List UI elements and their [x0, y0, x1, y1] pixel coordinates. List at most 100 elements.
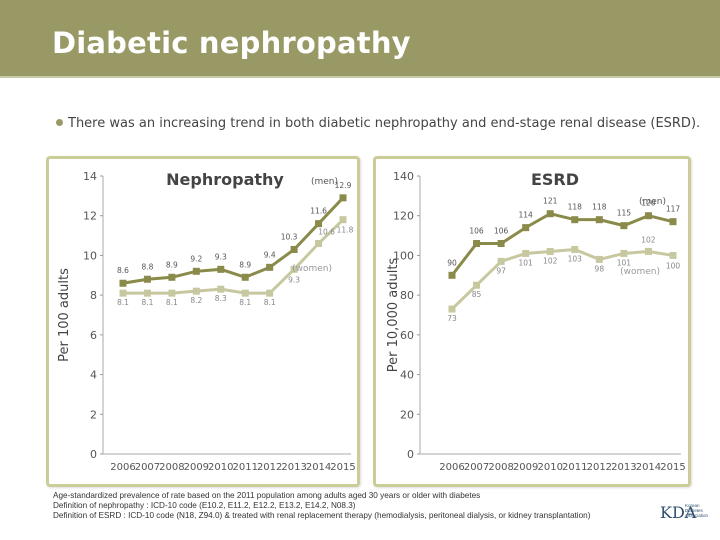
- y-tick-label: 80: [400, 289, 414, 302]
- y-tick-label: 2: [90, 408, 97, 421]
- data-label-men: 117: [666, 205, 681, 214]
- data-label-men: 90: [447, 258, 457, 267]
- data-label-men: 10.3: [281, 232, 298, 241]
- data-point-men: [119, 279, 127, 287]
- series-line-women: [123, 218, 345, 295]
- data-label-women: 8.3: [215, 294, 227, 303]
- data-label-men: 115: [617, 209, 632, 218]
- data-label-women: 8.1: [239, 298, 251, 307]
- page-title: Diabetic nephropathy: [52, 26, 411, 60]
- data-label-women: 102: [641, 235, 656, 244]
- data-point-men: [497, 240, 505, 248]
- data-label-men: 106: [469, 227, 484, 236]
- data-point-men: [192, 267, 200, 275]
- y-tick-label: 12: [83, 210, 97, 223]
- data-point-women: [315, 240, 323, 248]
- y-tick-label: 120: [393, 210, 414, 223]
- chart-title: ESRD: [531, 170, 579, 189]
- data-label-women: 73: [447, 314, 457, 323]
- data-label-men: 9.4: [264, 250, 276, 259]
- x-tick-label: 2006: [110, 462, 135, 473]
- data-point-men: [644, 212, 652, 220]
- x-tick-label: 2012: [587, 462, 612, 473]
- data-label-men: 118: [568, 203, 583, 212]
- data-point-men: [448, 271, 456, 279]
- footnotes: Age-standardized prevalence of rate base…: [53, 491, 613, 521]
- y-tick-label: 140: [393, 170, 414, 183]
- kda-logo-letters: KDA: [660, 503, 697, 522]
- data-label-men: 120: [641, 199, 656, 208]
- x-tick-label: 2007: [464, 462, 489, 473]
- y-tick-label: 0: [90, 448, 97, 461]
- data-label-men: 8.6: [117, 266, 129, 275]
- kda-logo-text-1: Korean: [685, 503, 700, 508]
- y-axis-label: Per 10,000 adults: [386, 258, 401, 373]
- data-label-men: 8.8: [141, 262, 153, 271]
- data-point-men: [266, 263, 274, 271]
- x-tick-label: 2009: [513, 462, 538, 473]
- data-point-men: [669, 218, 677, 226]
- data-point-women: [448, 305, 456, 313]
- data-point-men: [315, 220, 323, 228]
- data-point-men: [290, 245, 298, 253]
- data-point-women: [192, 287, 200, 295]
- data-label-women: 8.1: [117, 298, 129, 307]
- data-label-women: 11.8: [337, 226, 354, 235]
- data-point-women: [571, 245, 579, 253]
- x-tick-label: 2014: [636, 462, 661, 473]
- data-label-men: 121: [543, 197, 558, 206]
- data-point-women: [241, 289, 249, 297]
- legend-men: (men): [311, 177, 338, 187]
- data-label-men: 11.6: [310, 207, 327, 216]
- data-label-men: 8.9: [239, 260, 251, 269]
- data-label-men: 12.9: [335, 181, 352, 190]
- data-label-men: 114: [519, 211, 534, 220]
- data-label-men: 106: [494, 227, 509, 236]
- x-tick-label: 2014: [306, 462, 331, 473]
- chart-0: 0246810121420062007200820092010201120122…: [57, 170, 356, 473]
- title-bar-divider: [0, 76, 720, 78]
- series-line-men: [450, 212, 674, 277]
- data-point-women: [143, 289, 151, 297]
- data-label-women: 9.3: [288, 275, 300, 284]
- data-point-men: [217, 265, 225, 273]
- series-line-women: [450, 247, 674, 311]
- data-point-men: [571, 216, 579, 224]
- esrd-chart-panel: [373, 156, 691, 487]
- x-tick-label: 2010: [537, 462, 562, 473]
- data-label-women: 98: [595, 264, 605, 273]
- summary-bullet: There was an increasing trend in both di…: [56, 116, 700, 131]
- data-label-women: 85: [472, 290, 482, 299]
- legend-women: (women): [620, 267, 660, 277]
- y-tick-label: 14: [83, 170, 97, 183]
- x-tick-label: 2013: [611, 462, 636, 473]
- data-label-women: 97: [496, 266, 506, 275]
- series-line-men: [122, 196, 345, 285]
- data-point-women: [473, 281, 481, 289]
- x-tick-label: 2011: [232, 462, 257, 473]
- data-point-women: [669, 251, 677, 259]
- title-bar: [0, 0, 720, 76]
- x-tick-label: 2008: [488, 462, 513, 473]
- x-tick-label: 2006: [439, 462, 464, 473]
- summary-text: There was an increasing trend in both di…: [68, 116, 701, 131]
- data-label-women: 8.1: [141, 298, 153, 307]
- data-point-women: [522, 249, 530, 257]
- data-label-men: 9.2: [190, 254, 202, 263]
- y-tick-label: 6: [90, 329, 97, 342]
- kda-logo: KDA Korean Diabetes Association: [660, 503, 709, 522]
- footnote-3: Definition of ESRD : ICD-10 code (N18, Z…: [53, 511, 591, 520]
- data-point-women: [168, 289, 176, 297]
- legend-men: (men): [639, 197, 666, 207]
- data-label-men: 9.3: [215, 252, 227, 261]
- data-point-women: [497, 257, 505, 265]
- data-point-men: [546, 210, 554, 218]
- x-tick-label: 2007: [135, 462, 160, 473]
- data-label-women: 8.1: [264, 298, 276, 307]
- data-point-men: [473, 240, 481, 248]
- x-tick-label: 2015: [330, 462, 355, 473]
- x-tick-label: 2008: [159, 462, 184, 473]
- x-tick-label: 2009: [184, 462, 209, 473]
